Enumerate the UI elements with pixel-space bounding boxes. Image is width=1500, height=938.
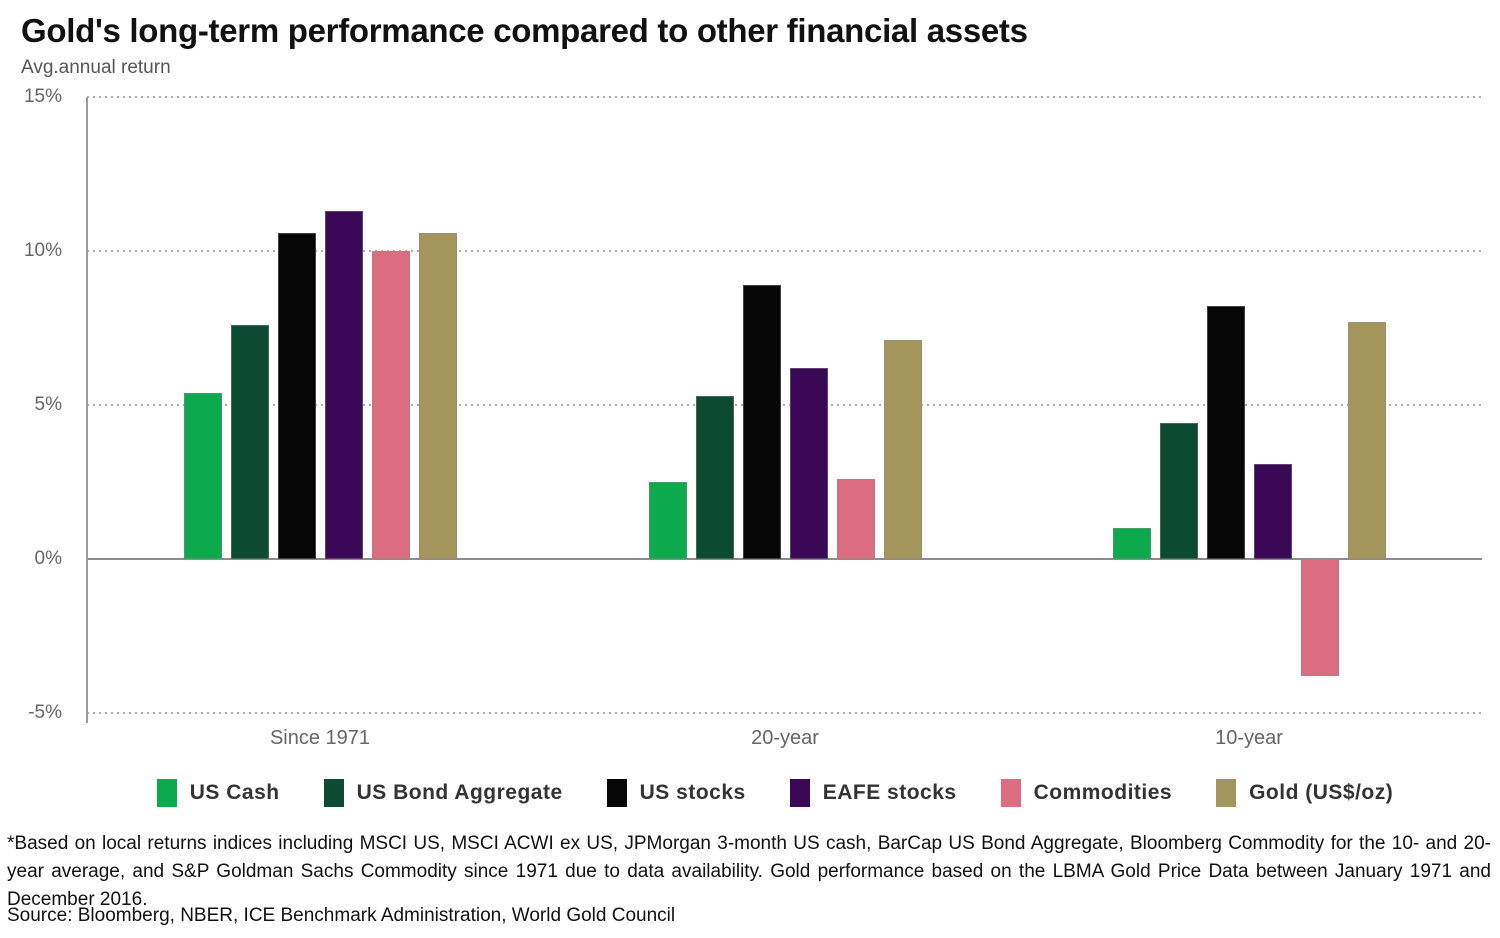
legend: US Cash US Bond Aggregate US stocks EAFE st…	[0, 772, 1500, 814]
bar-commodities-10-year	[1300, 559, 1339, 677]
zero-axis-line	[87, 558, 1482, 560]
legend-swatch-us-cash	[156, 779, 177, 807]
legend-label: Gold (US$/oz)	[1249, 781, 1394, 804]
legend-item-us-bond-aggregate: US Bond Aggregate	[323, 779, 563, 807]
chart-title: Gold's long-term performance compared to…	[21, 12, 1028, 49]
source-line: Source: Bloomberg, NBER, ICE Benchmark A…	[7, 905, 676, 926]
legend-item-commodities: Commodities	[1000, 779, 1173, 807]
gridline-10pct	[87, 250, 1482, 252]
bar-us-bond-aggregate-10-year	[1159, 423, 1198, 559]
gridline--5pct	[87, 712, 1482, 714]
legend-item-eafe-stocks: EAFE stocks	[789, 779, 957, 807]
legend-swatch-commodities	[1000, 779, 1021, 807]
legend-swatch-eafe-stocks	[789, 779, 810, 807]
gridline-15pct	[87, 96, 1482, 98]
bar-eafe-stocks-10-year	[1253, 463, 1292, 559]
legend-label: Commodities	[1033, 781, 1173, 804]
bar-us-bond-aggregate-20-year	[695, 395, 734, 559]
y-axis-line	[86, 97, 88, 723]
bar-commodities-since-1971	[371, 251, 410, 559]
legend-item-gold-us-oz: Gold (US$/oz)	[1216, 779, 1393, 807]
y-tick-label: 15%	[23, 86, 62, 107]
bar-us-stocks-10-year	[1206, 306, 1245, 559]
bar-commodities-20-year	[836, 478, 875, 559]
bar-us-stocks-since-1971	[277, 232, 316, 559]
y-tick-label: 0%	[34, 548, 62, 569]
bar-eafe-stocks-20-year	[789, 368, 828, 559]
y-tick-label: 5%	[34, 394, 62, 415]
x-category-label: Since 1971	[269, 727, 371, 749]
bar-us-stocks-20-year	[742, 284, 781, 559]
y-axis-title: Avg.annual return	[21, 57, 171, 78]
footnote: *Based on local returns indices includin…	[7, 833, 1491, 910]
legend-label: US Cash	[189, 781, 280, 804]
legend-label: EAFE stocks	[822, 781, 957, 804]
bar-gold-us-oz-since-1971	[418, 232, 457, 559]
gridline-5pct	[87, 404, 1482, 406]
legend-swatch-us-bond-aggregate	[323, 779, 344, 807]
bar-eafe-stocks-since-1971	[324, 210, 363, 559]
bar-gold-us-oz-20-year	[883, 340, 922, 559]
legend-item-us-cash: US Cash	[156, 779, 280, 807]
legend-label: US Bond Aggregate	[356, 781, 563, 804]
legend-item-us-stocks: US stocks	[606, 779, 746, 807]
bar-us-bond-aggregate-since-1971	[230, 324, 269, 559]
legend-swatch-gold-us-oz	[1216, 779, 1237, 807]
legend-label: US stocks	[639, 781, 746, 804]
x-category-label: 10-year	[1215, 727, 1283, 749]
y-tick-label: 10%	[23, 240, 62, 261]
bar-gold-us-oz-10-year	[1347, 321, 1386, 559]
legend-swatch-us-stocks	[606, 779, 627, 807]
bar-us-cash-since-1971	[183, 392, 222, 559]
bar-us-cash-20-year	[648, 482, 687, 559]
bar-us-cash-10-year	[1112, 528, 1151, 559]
x-category-label: 20-year	[751, 727, 819, 749]
y-tick-label: -5%	[28, 702, 62, 723]
